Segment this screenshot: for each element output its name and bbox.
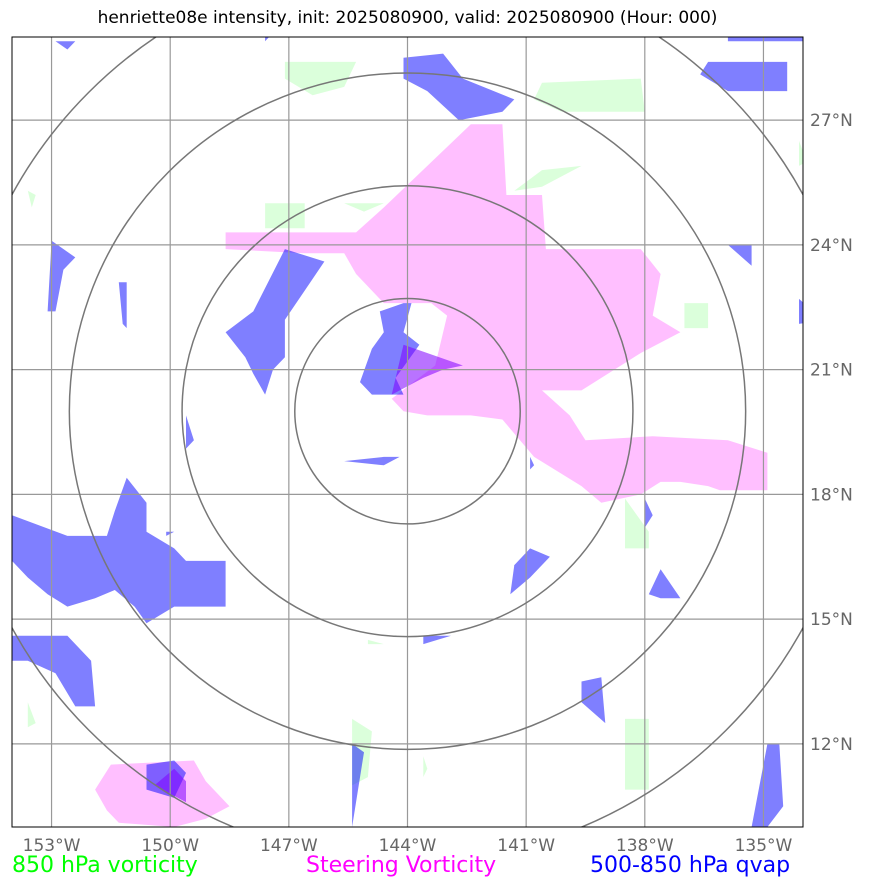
qvap-region-16 (12, 477, 226, 624)
legend-steering-vorticity: Steering Vorticity (306, 853, 497, 878)
qvap-region-14 (344, 456, 400, 466)
qvap-region-21 (423, 635, 451, 645)
qvap-region-12 (186, 415, 194, 449)
qvap-region-18 (510, 548, 550, 595)
qvap-region-20 (581, 677, 606, 724)
y-tick-label-1: 15°N (810, 610, 853, 630)
qvap-region-7 (360, 303, 420, 395)
chart-title: henriette08e intensity, init: 2025080900… (97, 8, 718, 28)
plot-frame (11, 36, 804, 828)
vort850-region-5 (684, 303, 709, 329)
qvap-region-19 (648, 569, 681, 599)
qvap-region-3 (55, 41, 76, 50)
qvap-region-9 (727, 244, 752, 266)
vort850-region-3 (344, 203, 384, 212)
qvap-region-11 (265, 37, 270, 42)
vort850-region-4 (514, 165, 582, 191)
vort850-region-7 (625, 498, 649, 549)
vort850-region-11 (27, 702, 36, 728)
qvap-region-5 (118, 282, 127, 329)
y-tick-label-5: 27°N (810, 111, 853, 131)
x-tick-label-6: 135°W (735, 836, 793, 856)
qvap-region-2 (700, 61, 788, 92)
y-tick-label-4: 24°N (810, 236, 853, 256)
y-tick-label-3: 21°N (810, 361, 853, 381)
x-tick-label-4: 141°W (497, 836, 555, 856)
qvap-region-26 (352, 743, 364, 827)
qvap-region-10 (799, 298, 803, 324)
x-tick-label-0: 153°W (23, 836, 81, 856)
range-ring-1 (181, 185, 634, 638)
x-tick-label-2: 147°W (260, 836, 318, 856)
legend-qvap: 500-850 hPa qvap (590, 853, 791, 878)
qvap-region-0 (403, 53, 515, 121)
range-ring-2 (68, 72, 747, 751)
x-tick-label-1: 150°W (141, 836, 199, 856)
steering-region-0 (225, 124, 768, 503)
vort850-region-2 (265, 203, 305, 229)
qvap-region-4 (47, 240, 76, 312)
qvap-region-23 (751, 743, 784, 827)
y-tick-labels: 12°N 15°N 18°N 21°N 24°N 27°N (810, 111, 853, 755)
qvap-region-17 (12, 635, 96, 707)
vort850-region-13 (423, 756, 428, 778)
range-rings (12, 37, 803, 827)
contour-layers (12, 37, 803, 827)
vort850-region-12 (799, 140, 803, 166)
vort850-region-1 (534, 78, 645, 112)
vort850-region-8 (625, 718, 649, 790)
x-tick-labels: 153°W 150°W 147°W 144°W 141°W 138°W 135°W (23, 836, 793, 856)
qvap-region-15 (530, 456, 535, 470)
y-tick-label-2: 18°N (810, 485, 853, 505)
qvap-region-6 (225, 249, 325, 395)
y-tick-label-0: 12°N (810, 735, 853, 755)
x-tick-label-3: 144°W (379, 836, 437, 856)
qvap-region-27 (644, 498, 653, 528)
vort850-region-0 (284, 61, 357, 96)
range-ring-0 (294, 297, 521, 525)
qvap-region-1 (727, 37, 803, 42)
gridlines (12, 37, 803, 827)
legend-850-vorticity: 850 hPa vorticity (12, 853, 198, 878)
vort850-region-6 (27, 190, 36, 208)
vort850-region-10 (367, 639, 384, 645)
x-tick-label-5: 138°W (616, 836, 674, 856)
